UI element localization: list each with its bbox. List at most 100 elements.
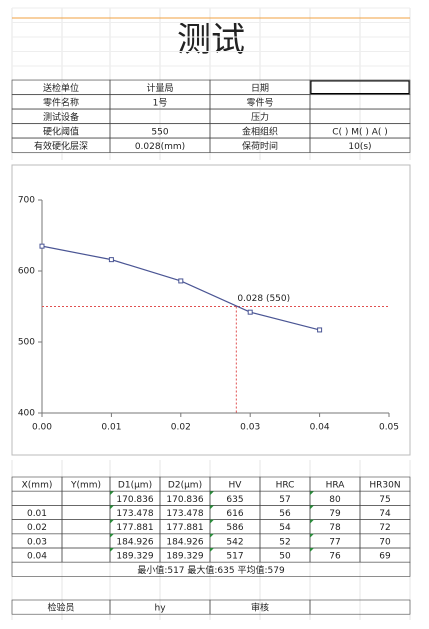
column-header: Y(mm) <box>70 481 101 491</box>
info-text: 1号 <box>153 97 168 108</box>
table-text: 75 <box>379 495 390 505</box>
info-text: 有效硬化层深 <box>34 140 88 152</box>
cell-flag <box>310 505 314 510</box>
info-text: 压力 <box>251 111 269 123</box>
table-text: 52 <box>279 537 290 547</box>
column-header: HRA <box>326 481 346 491</box>
table-text: 70 <box>379 537 391 547</box>
info-cell <box>309 137 411 153</box>
table-text-cell <box>61 547 111 563</box>
info-text: 送检单位 <box>43 82 79 94</box>
table-text: 56 <box>279 509 291 519</box>
info-text: C( ) M( ) A( ) <box>332 127 388 137</box>
cell-flag <box>310 533 314 538</box>
table-text: 54 <box>279 523 291 533</box>
info-text: 硬化阈值 <box>43 125 79 137</box>
cell-flag <box>110 533 114 538</box>
column-header: D2(μm) <box>168 481 202 491</box>
table-text: 616 <box>226 509 243 519</box>
cell-flag <box>210 505 214 510</box>
footer-text: hy <box>154 604 166 614</box>
table-text: 184.926 <box>166 537 203 547</box>
table-text-cell <box>61 533 111 549</box>
table-text: 76 <box>329 552 341 562</box>
y-tick-label: 700 <box>18 196 35 206</box>
table-text: 189.329 <box>116 552 153 562</box>
table-text: 57 <box>279 495 290 505</box>
title: 测试 <box>177 20 245 60</box>
cell-flag <box>210 519 214 524</box>
table-text: 189.329 <box>166 552 203 562</box>
table-text: 184.926 <box>116 537 153 547</box>
point <box>178 278 184 284</box>
point <box>247 309 253 315</box>
y-tick-label: 500 <box>18 338 35 348</box>
cell-flag <box>110 548 114 552</box>
footer-text: 审核 <box>251 602 269 614</box>
info-text: 金相组织 <box>242 125 278 137</box>
info-text: 10(s) <box>348 142 371 152</box>
cell-flag <box>110 519 114 524</box>
y-tick-label: 600 <box>18 267 35 277</box>
table-text: 635 <box>226 495 243 505</box>
x-tick-label: 0.05 <box>379 423 399 433</box>
table-text-cell <box>11 490 63 506</box>
table-text: 170.836 <box>116 495 153 505</box>
table-text: 80 <box>329 495 341 505</box>
table-text: 0.02 <box>27 523 47 533</box>
footer-text: 检验员 <box>47 602 74 614</box>
info-text: 550 <box>151 127 168 137</box>
cell-flag <box>310 519 314 524</box>
table-text: 77 <box>329 537 340 547</box>
table-text: 586 <box>226 523 243 533</box>
table-text: 78 <box>329 523 341 533</box>
table-text: 50 <box>279 552 291 562</box>
table-text: 177.881 <box>166 523 203 533</box>
table-text: 517 <box>226 552 243 562</box>
table-text: 177.881 <box>116 523 153 533</box>
table-text: 542 <box>226 537 243 547</box>
cell-flag <box>210 533 214 538</box>
table-text: 79 <box>329 509 341 519</box>
footer-cell <box>309 599 411 615</box>
date-box <box>310 80 410 94</box>
table-text: 173.478 <box>166 509 203 519</box>
info-text: 零件号 <box>246 96 273 108</box>
table-text: 0.03 <box>27 537 47 547</box>
table-text: 170.836 <box>166 495 203 505</box>
table-text: 72 <box>379 523 390 533</box>
chart-frame <box>11 164 411 456</box>
table-text: 74 <box>379 509 391 519</box>
cell-flag <box>110 505 114 510</box>
info-text: 保荷时间 <box>242 140 278 152</box>
table-text: 69 <box>379 552 391 562</box>
table-text: 0.01 <box>27 509 47 519</box>
cell-flag <box>210 491 214 496</box>
cell-flag <box>210 548 214 552</box>
column-header: HV <box>229 481 243 491</box>
summary-cell <box>11 561 411 577</box>
column-header: X(mm) <box>22 481 53 491</box>
table-text-cell <box>61 490 111 506</box>
cell-flag <box>310 548 314 552</box>
table-text-cell <box>61 505 111 520</box>
y-tick-label: 400 <box>18 409 35 419</box>
info-text: 日期 <box>251 83 269 94</box>
info-text: 0.028(mm) <box>135 142 185 152</box>
annotation: 0.028 (550) <box>237 294 290 304</box>
point <box>317 327 323 333</box>
x-tick-label: 0.01 <box>101 423 121 433</box>
column-header: D1(μm) <box>118 481 152 491</box>
cell-flag <box>110 491 114 496</box>
point <box>39 243 45 249</box>
summary: 最小值:517 最大值:635 平均值:579 <box>137 564 285 576</box>
x-tick-label: 0.00 <box>32 423 52 433</box>
info-text: 测试设备 <box>43 111 79 123</box>
x-tick-label: 0.03 <box>240 423 260 433</box>
info-text: 计量局 <box>146 82 173 94</box>
cell-flag <box>310 491 314 496</box>
x-tick-label: 0.02 <box>171 423 191 433</box>
x-tick-label: 0.04 <box>310 423 330 433</box>
table-text: 0.04 <box>27 552 47 562</box>
